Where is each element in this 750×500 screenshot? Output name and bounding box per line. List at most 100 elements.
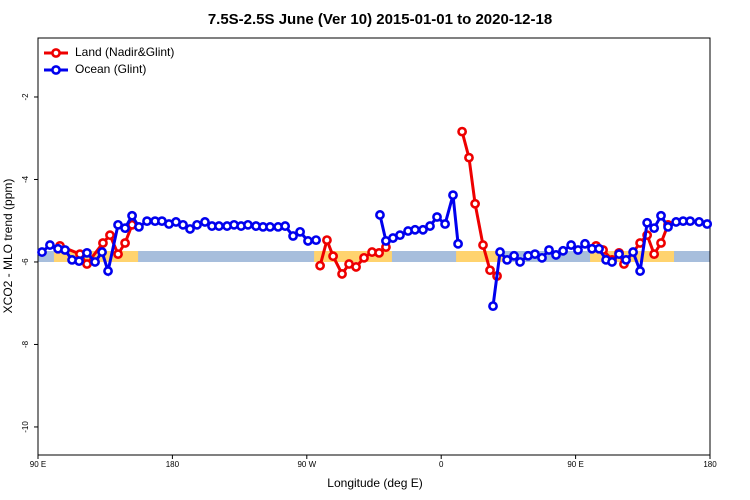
data-point: [60, 245, 70, 255]
x-tick-label: 90 E: [567, 460, 583, 469]
data-point: [74, 256, 84, 267]
data-point: [82, 259, 92, 269]
data-point: [192, 219, 202, 230]
data-point: [322, 235, 332, 246]
data-point: [185, 224, 195, 234]
legend-label: Land (Nadir&Glint): [75, 45, 174, 59]
y-tick-label: -2: [21, 93, 30, 101]
land-band: [456, 251, 504, 262]
y-tick-label: -6: [21, 258, 30, 266]
data-point: [702, 219, 713, 229]
data-point: [621, 255, 631, 265]
data-point: [440, 219, 450, 229]
data-point: [663, 222, 673, 232]
plot-frame: [37, 37, 711, 456]
data-point: [359, 252, 369, 263]
data-point: [337, 269, 347, 279]
data-point: [573, 245, 583, 255]
data-point: [328, 251, 338, 262]
y-tick-label: -4: [21, 175, 30, 183]
data-point: [103, 266, 113, 276]
data-point: [656, 238, 666, 248]
data-point: [649, 223, 660, 234]
data-point: [453, 238, 463, 249]
data-point: [315, 260, 325, 271]
data-point: [280, 221, 291, 231]
data-point: [530, 249, 540, 260]
data-point: [537, 252, 547, 263]
legend-marker: [51, 65, 61, 75]
data-point: [594, 243, 604, 254]
data-point: [178, 219, 188, 230]
data-point: [488, 301, 498, 312]
data-point: [120, 223, 130, 234]
data-point: [418, 224, 428, 235]
land-band: [53, 251, 139, 262]
data-point: [495, 247, 505, 257]
data-point: [351, 262, 361, 272]
data-point: [478, 240, 488, 250]
data-point: [134, 222, 144, 232]
y-tick-label: -8: [21, 340, 30, 348]
data-point: [558, 245, 568, 256]
data-point: [485, 265, 495, 276]
data-point: [214, 221, 224, 231]
x-tick-label: 180: [166, 460, 180, 469]
y-axis-label: XCO2 - MLO trend (ppm): [1, 179, 15, 314]
data-point: [432, 212, 442, 222]
data-point: [295, 226, 305, 237]
data-point: [502, 255, 512, 265]
x-axis-label: Longitude (deg E): [327, 476, 422, 490]
data-point: [375, 210, 385, 220]
data-point: [425, 221, 435, 231]
data-point: [45, 240, 55, 250]
data-point: [142, 216, 152, 227]
x-tick-label: 180: [703, 460, 717, 469]
data-point: [374, 247, 384, 258]
data-point: [395, 230, 405, 241]
data-point: [656, 210, 666, 221]
data-point: [515, 257, 525, 267]
data-point: [509, 250, 519, 261]
data-point: [566, 240, 577, 250]
data-point: [464, 152, 474, 163]
data-point: [37, 247, 47, 257]
data-point: [628, 247, 638, 257]
data-point: [448, 190, 458, 201]
data-point: [410, 224, 420, 235]
data-point: [265, 222, 275, 232]
data-point: [685, 216, 696, 227]
y-tick-label: -10: [21, 421, 30, 433]
data-point: [580, 238, 590, 249]
data-point: [544, 245, 554, 255]
legend-marker: [51, 48, 61, 58]
data-point: [82, 247, 92, 258]
data-point: [120, 238, 130, 248]
legend-label: Ocean (Glint): [75, 62, 146, 76]
data-point: [127, 210, 137, 221]
data-point: [607, 257, 617, 267]
data-point: [551, 250, 561, 260]
x-tick-label: 0: [439, 460, 444, 469]
data-point: [614, 249, 624, 260]
data-point: [243, 219, 253, 230]
x-tick-label: 90 W: [297, 460, 316, 469]
data-point: [649, 249, 660, 260]
data-point: [113, 249, 123, 260]
data-point: [303, 236, 313, 246]
data-point: [98, 238, 108, 248]
data-point: [288, 231, 298, 241]
data-point: [105, 230, 115, 241]
data-point: [642, 217, 653, 228]
data-point: [90, 257, 100, 267]
data-point: [311, 235, 321, 246]
data-point: [457, 126, 468, 137]
land-band: [314, 251, 392, 262]
data-point: [635, 266, 646, 276]
data-point: [97, 247, 107, 257]
data-point: [470, 198, 480, 209]
data-point: [200, 217, 210, 227]
chart-title: 7.5S-2.5S June (Ver 10) 2015-01-01 to 20…: [208, 11, 552, 28]
